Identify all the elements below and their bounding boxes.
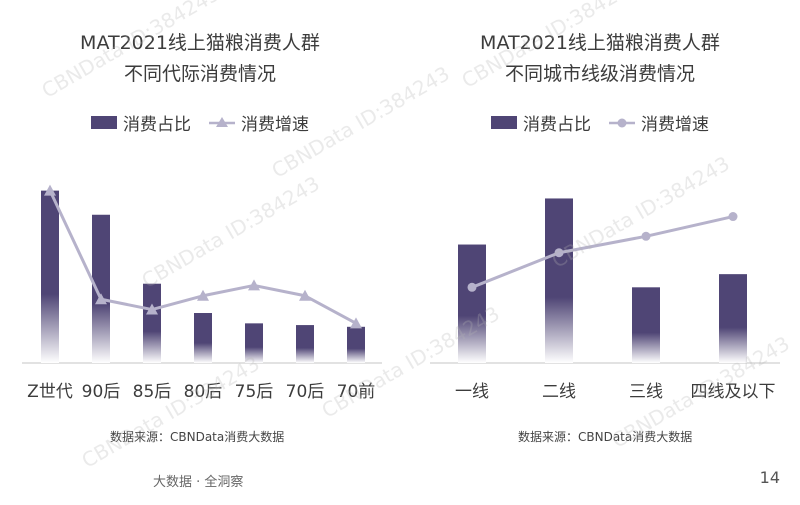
bar-90后	[92, 214, 110, 363]
chart-plot-city-tier: 一线 二线 三线 四线及以下	[430, 198, 780, 402]
x-tick-label: 80后	[184, 382, 223, 402]
growth-point-75后	[248, 279, 260, 291]
legend-line-circle-icon	[609, 118, 635, 127]
legend-item-growth: 消费增速	[609, 110, 709, 135]
x-tick-label: 75后	[235, 382, 274, 402]
growth-point-Z世代	[44, 184, 56, 196]
growth-point-四线及以下	[728, 212, 738, 222]
x-tick-label: Z世代	[27, 382, 73, 402]
legend-label: 消费增速	[641, 115, 709, 135]
bar-75后	[245, 323, 263, 363]
data-source-note: 数据来源：CBNData消费大数据	[518, 430, 693, 444]
legend-label: 消费占比	[523, 115, 591, 135]
chart-title-main: MAT2021线上猫粮消费人群	[80, 32, 320, 54]
x-tick-label: 一线	[455, 382, 489, 402]
growth-point-一线	[467, 282, 477, 292]
data-source-note: 数据来源：CBNData消费大数据	[110, 430, 285, 444]
growth-point-三线	[641, 231, 651, 241]
chart-title: MAT2021线上猫粮消费人群 不同城市线级消费情况	[400, 28, 800, 90]
chart-panel-city-tier: MAT2021线上猫粮消费人群 不同城市线级消费情况 消费占比 消费增速 一线 二…	[400, 0, 800, 505]
bar-三线	[632, 287, 660, 363]
x-tick-label: 三线	[629, 382, 663, 402]
growth-point-二线	[554, 248, 564, 258]
chart-legend: 消费占比 消费增速	[0, 110, 400, 135]
x-tick-label: 85后	[133, 382, 172, 402]
growth-point-90后	[95, 293, 107, 305]
chart-title: MAT2021线上猫粮消费人群 不同代际消费情况	[0, 28, 400, 90]
legend-item-share: 消费占比	[491, 110, 591, 135]
chart-subtitle: 不同代际消费情况	[123, 63, 276, 85]
growth-point-80后	[197, 289, 209, 301]
x-tick-label: 70前	[337, 382, 376, 402]
page-number: 14	[759, 468, 780, 487]
bar-80后	[194, 313, 212, 363]
bar-二线	[545, 198, 573, 363]
chart-legend: 消费占比 消费增速	[400, 110, 800, 135]
legend-line-triangle-icon	[209, 116, 235, 127]
legend-bar-swatch	[91, 116, 117, 129]
footer-tagline: 大数据 · 全洞察	[153, 475, 244, 490]
bar-一线	[458, 244, 486, 363]
legend-label: 消费占比	[123, 115, 191, 135]
growth-point-70后	[299, 289, 311, 301]
bar-70前	[347, 326, 365, 363]
x-tick-label: 90后	[82, 382, 121, 402]
growth-point-85后	[146, 303, 158, 315]
chart-title-main: MAT2021线上猫粮消费人群	[480, 32, 720, 54]
bar-85后	[143, 283, 161, 363]
growth-line	[471, 215, 734, 289]
bar-四线及以下	[719, 274, 747, 363]
x-tick-label: 二线	[542, 382, 576, 402]
x-tick-label: 四线及以下	[691, 382, 776, 402]
legend-item-share: 消费占比	[91, 110, 191, 135]
legend-item-growth: 消费增速	[209, 110, 309, 135]
chart-subtitle: 不同城市线级消费情况	[504, 63, 695, 85]
bar-Z世代	[41, 190, 59, 363]
legend-bar-swatch	[491, 116, 517, 129]
chart-panel-generation: MAT2021线上猫粮消费人群 不同代际消费情况 消费占比 消费增速 Z世代 90…	[0, 28, 400, 444]
bar-70后	[296, 325, 314, 363]
legend-label: 消费增速	[241, 115, 309, 135]
growth-point-70前	[350, 317, 362, 329]
x-tick-label: 70后	[286, 382, 325, 402]
chart-plot-generation: Z世代 90后 85后 80后 75后 70后 70前	[22, 184, 382, 402]
